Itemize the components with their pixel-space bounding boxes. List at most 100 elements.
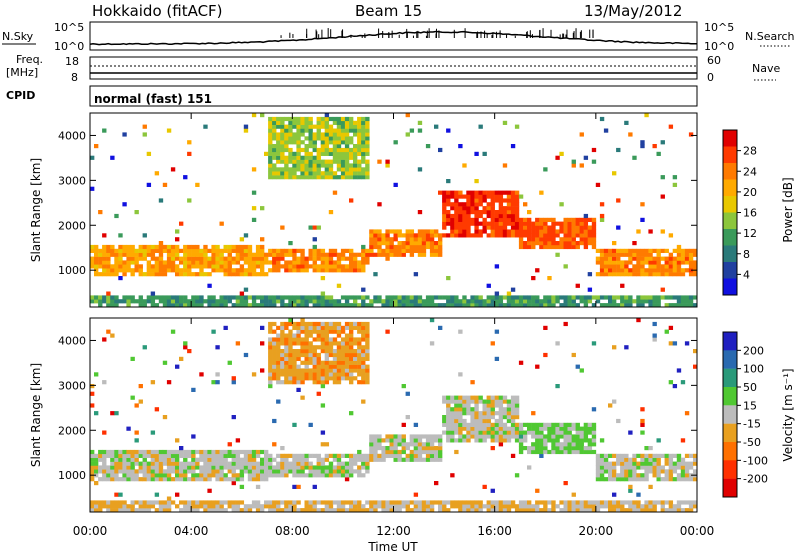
heatmap-cell — [462, 508, 467, 513]
heatmap-cell — [276, 144, 281, 149]
heatmap-cell — [518, 244, 524, 250]
heatmap-cell — [328, 473, 334, 478]
heatmap-cell — [470, 415, 475, 420]
heatmap-cell — [110, 457, 115, 462]
heatmap-cell — [543, 233, 548, 238]
heatmap-cell — [462, 434, 467, 439]
heatmap-cell — [389, 229, 394, 234]
heatmap-cell — [381, 252, 386, 257]
heatmap-cell — [490, 233, 495, 238]
heatmap-cell — [510, 206, 516, 211]
heatmap-cell — [599, 453, 605, 458]
heatmap-cell — [276, 349, 281, 354]
heatmap-cell — [292, 132, 297, 137]
heatmap-cell — [284, 140, 289, 145]
heatmap-cell — [405, 442, 410, 447]
heatmap-cell — [377, 159, 382, 164]
heatmap-cell — [300, 380, 305, 385]
heatmap-cell — [340, 175, 346, 180]
heatmap-cell — [531, 241, 536, 246]
heatmap-cell — [514, 438, 520, 443]
heatmap-cell — [118, 492, 123, 497]
heatmap-cell — [628, 508, 633, 513]
heatmap-cell — [276, 453, 281, 458]
heatmap-cell — [215, 380, 220, 385]
heatmap-cell — [251, 264, 257, 269]
heatmap-cell — [571, 492, 576, 497]
heatmap-cell — [304, 144, 309, 149]
heatmap-cell — [312, 124, 317, 129]
heatmap-cell — [518, 449, 524, 455]
heatmap-cell — [676, 260, 682, 265]
heatmap-cell — [336, 116, 342, 122]
heatmap-cell — [268, 136, 273, 141]
heatmap-cell — [393, 449, 398, 455]
heatmap-cell — [239, 469, 245, 474]
heatmap-cell — [644, 295, 649, 300]
heatmap-cell — [175, 461, 180, 466]
heatmap-cell — [620, 295, 625, 300]
heatmap-cell — [462, 399, 467, 404]
heatmap-cell — [332, 473, 338, 478]
heatmap-cell — [640, 299, 645, 304]
heatmap-cell — [122, 299, 127, 304]
heatmap-cell — [316, 136, 321, 141]
heatmap-cell — [134, 508, 139, 513]
heatmap-cell — [652, 321, 657, 327]
heatmap-cell — [211, 457, 216, 462]
heatmap-cell — [154, 260, 160, 265]
heatmap-cell — [389, 434, 394, 439]
heatmap-cell — [187, 500, 192, 505]
heatmap-cell — [551, 237, 556, 242]
heatmap-cell — [486, 434, 491, 439]
heatmap-cell — [336, 268, 342, 273]
heatmap-cell — [288, 321, 293, 327]
heatmap-cell — [510, 225, 516, 230]
heatmap-cell — [349, 372, 354, 377]
heatmap-cell — [357, 341, 362, 346]
heatmap-cell — [608, 504, 613, 509]
heatmap-cell — [502, 120, 508, 125]
heatmap-cell — [632, 299, 637, 304]
heatmap-cell — [312, 504, 317, 509]
heatmap-cell — [462, 225, 467, 230]
heatmap-cell — [207, 299, 212, 304]
heatmap-cell — [324, 465, 330, 470]
heatmap-cell — [308, 295, 313, 300]
heatmap-cell — [320, 295, 326, 300]
heatmap-cell — [179, 465, 184, 470]
heatmap-cell — [502, 303, 508, 308]
heatmap-cell — [494, 508, 500, 513]
heatmap-cell — [575, 217, 580, 222]
heatmap-cell — [506, 403, 512, 408]
heatmap-cell — [268, 124, 273, 129]
heatmap-cell — [280, 175, 285, 180]
heatmap-cell — [575, 364, 580, 369]
heatmap-cell — [385, 248, 390, 253]
heatmap-cell — [567, 446, 572, 451]
heatmap-cell — [478, 418, 483, 424]
heatmap-cell — [344, 159, 350, 164]
heatmap-cell — [506, 303, 512, 308]
heatmap-cell — [640, 457, 645, 462]
heatmap-cell — [179, 446, 184, 451]
heatmap-cell — [438, 244, 443, 250]
heatmap-cell — [405, 113, 410, 118]
heatmap-cell — [466, 194, 471, 199]
heatmap-cell — [118, 233, 123, 238]
heatmap-cell — [450, 426, 455, 431]
heatmap-cell — [688, 264, 694, 269]
heatmap-cell — [644, 504, 649, 509]
heatmap-cell — [276, 295, 281, 300]
heatmap-cell — [680, 256, 686, 261]
heatmap-cell — [292, 376, 297, 381]
heatmap-cell — [652, 303, 657, 308]
heatmap-cell — [688, 504, 694, 509]
heatmap-cell — [632, 508, 637, 513]
heatmap-cell — [130, 272, 135, 277]
heatmap-cell — [344, 167, 350, 172]
heatmap-cell — [308, 461, 313, 466]
heatmap-cell — [183, 449, 188, 455]
heatmap-cell — [247, 295, 253, 300]
heatmap-cell — [357, 124, 362, 129]
